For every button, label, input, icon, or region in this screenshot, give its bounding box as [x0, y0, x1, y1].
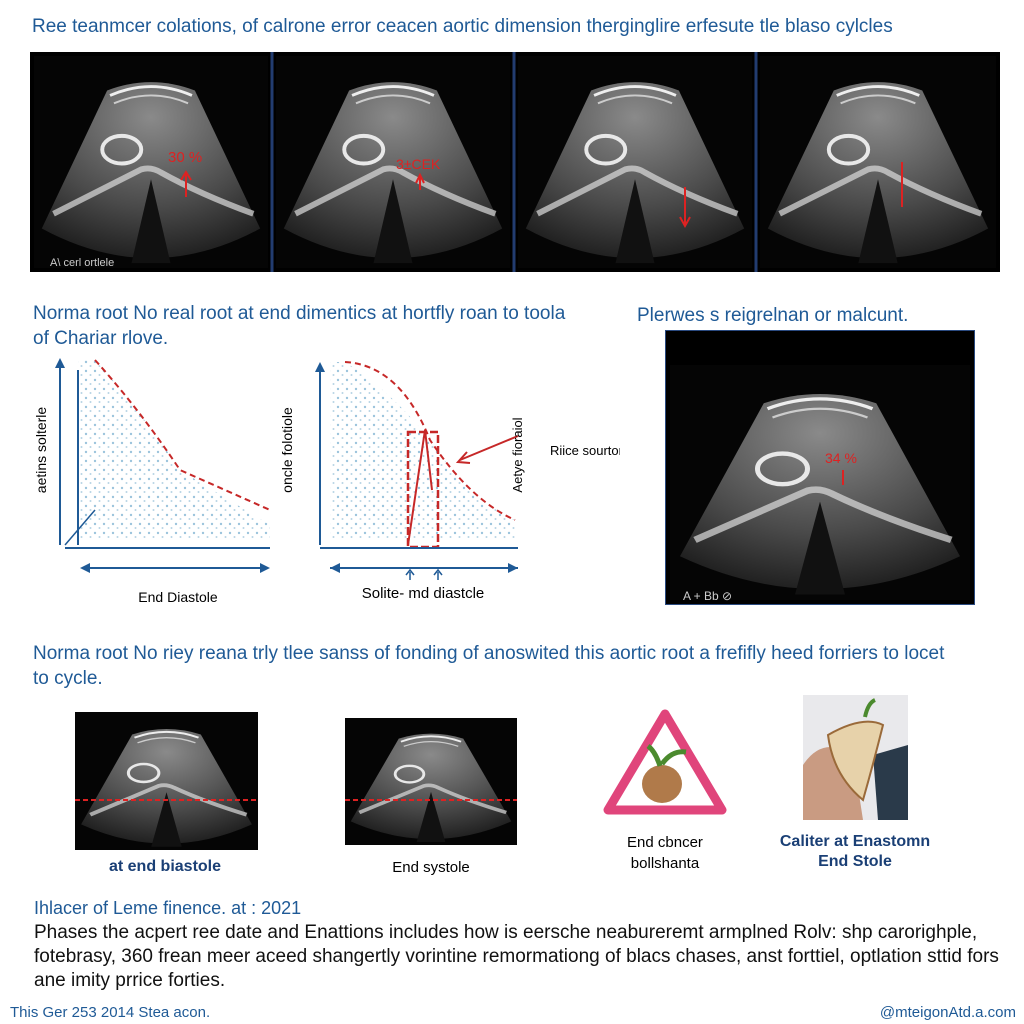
callout: Riice sourtor: [550, 443, 620, 458]
corner-label: A + Bb ⊘: [683, 589, 732, 603]
ultrasound-thumb: [345, 718, 517, 845]
spike: [407, 429, 433, 546]
curve: [344, 361, 516, 521]
footer-note: This Ger 253 2014 Stea acon.: [10, 1004, 211, 1021]
ultrasound-strip: 30 % 3±CEK A\ cerl ortlele: [30, 52, 1000, 272]
corner-label: A\ cerl ortlele: [50, 257, 114, 269]
photo: [803, 695, 908, 820]
ultrasound-image: 34 % A + Bb ⊘: [665, 330, 975, 605]
axis-label: oncle folotiole: [279, 407, 295, 493]
ultrasound-frame: [75, 712, 258, 850]
frame-dividers: [270, 52, 758, 272]
arrow: [679, 187, 691, 229]
axis-label: Aetye fioraiol: [510, 417, 525, 492]
section-heading: Norma root No riey reana trly tlee sanss…: [33, 643, 945, 689]
arrowhead: [55, 358, 65, 368]
diagrams: aetins solterle End Diastole oncle folot…: [33, 358, 620, 605]
warning-icon: [603, 709, 727, 815]
axis-label: Solite- md diastcle: [362, 585, 485, 602]
section-heading: Norma root No real root at end dimentics…: [33, 303, 566, 349]
caption: End systole: [392, 859, 470, 876]
footer-paragraph: Phases the acpert ree date and Enattions…: [34, 922, 999, 991]
curve: [94, 359, 271, 511]
ultrasound-frame: [276, 56, 510, 268]
arrowhead: [315, 362, 325, 372]
ultrasound-frame: [518, 56, 752, 268]
caption: at end biastole: [108, 858, 222, 875]
footer-note: @mteigonAtd.a.com: [879, 1004, 1016, 1021]
footer-title: Ihlacer of Leme finence. at : 2021: [34, 898, 302, 918]
ultrasound-frame: [34, 56, 268, 268]
callout-arrow: [455, 435, 519, 464]
image-note: 34 %: [825, 450, 857, 466]
ultrasound-frame: [345, 718, 517, 845]
axis-label: aetins solterle: [33, 407, 49, 494]
section-heading: Plerwes s reigrelnan or malcunt.: [637, 305, 909, 326]
scatter-area: [78, 360, 270, 540]
axis: [64, 509, 96, 546]
panel-note: 30 %: [168, 149, 202, 166]
arrow: [415, 172, 425, 190]
marker: [405, 568, 443, 580]
ultrasound-thumb: [75, 712, 258, 850]
caption: End cbncer bollshanta: [627, 834, 703, 872]
axis-label: End Diastole: [138, 589, 218, 605]
page-title: Ree teanmcer colations, of calrone error…: [32, 16, 893, 37]
panel-note: 3±CEK: [396, 156, 441, 172]
arrow: [180, 170, 192, 197]
ultrasound-frame: [670, 365, 970, 600]
caption: Caliter at Enastomn End Stole: [779, 833, 931, 870]
ultrasound-frame: [760, 56, 996, 268]
